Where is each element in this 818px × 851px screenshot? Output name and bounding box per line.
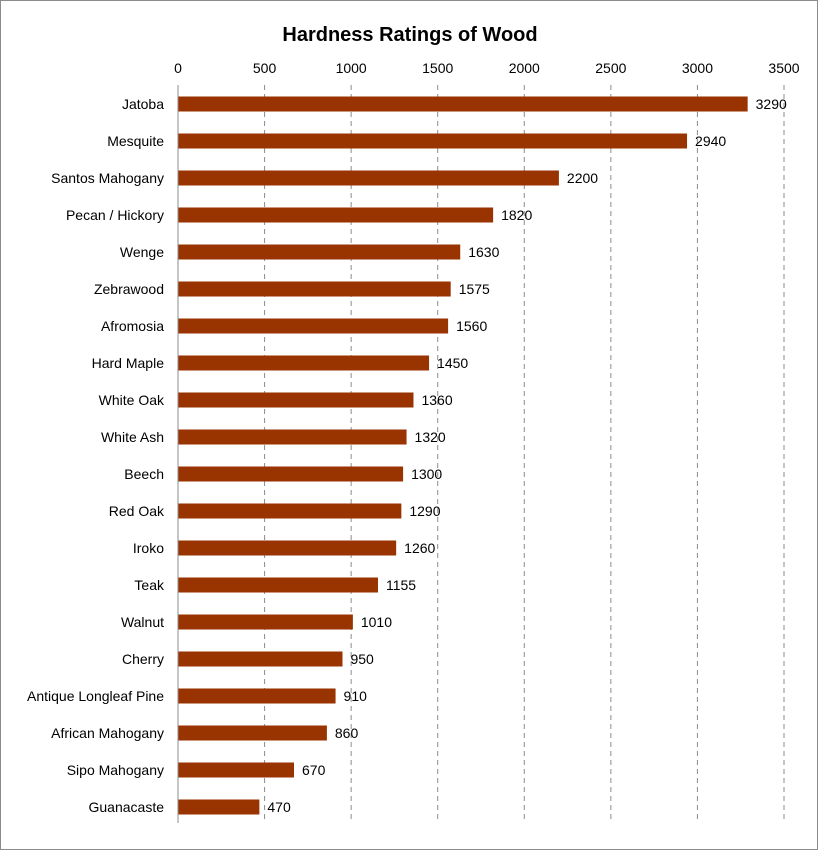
category-label: Iroko	[133, 540, 164, 556]
data-label: 2940	[695, 133, 726, 149]
category-label: Antique Longleaf Pine	[27, 688, 164, 704]
data-label: 950	[350, 651, 374, 667]
x-tick-label: 2500	[595, 60, 626, 76]
data-label: 1450	[437, 355, 468, 371]
bars	[178, 96, 748, 815]
bar	[178, 540, 397, 556]
x-tick-label: 500	[253, 60, 277, 76]
data-label: 470	[267, 799, 291, 815]
data-label: 1300	[411, 466, 442, 482]
data-label: 2200	[567, 170, 598, 186]
bar	[178, 725, 327, 741]
category-label: Wenge	[120, 244, 164, 260]
category-label: Teak	[134, 577, 165, 593]
data-label: 860	[335, 725, 359, 741]
data-label: 1260	[404, 540, 435, 556]
x-tick-label: 1000	[336, 60, 367, 76]
data-label: 1155	[386, 577, 416, 593]
x-tick-label: 2000	[509, 60, 540, 76]
bar	[178, 688, 336, 704]
category-label: African Mahogany	[51, 725, 164, 741]
bar	[178, 207, 494, 223]
data-label: 1320	[415, 429, 446, 445]
bar	[178, 762, 295, 778]
bar	[178, 651, 343, 667]
chart-title: Hardness Ratings of Wood	[282, 24, 537, 46]
data-label: 1820	[501, 207, 532, 223]
category-label: Sipo Mahogany	[67, 762, 164, 778]
bar	[178, 799, 260, 815]
category-label: Zebrawood	[94, 281, 164, 297]
category-label: Pecan / Hickory	[66, 207, 164, 223]
bar	[178, 392, 414, 408]
data-labels: 3290 2940 2200 1820 1630 1575 1560 1450 1360 1320…	[267, 96, 787, 815]
category-label: Red Oak	[109, 503, 165, 519]
category-label: White Oak	[99, 392, 165, 408]
category-label: Guanacaste	[89, 799, 165, 815]
category-label: Santos Mahogany	[51, 170, 164, 186]
data-label: 1575	[459, 281, 490, 297]
data-label: 1560	[456, 318, 487, 334]
category-label: Walnut	[121, 614, 164, 630]
data-label: 1360	[421, 392, 452, 408]
bar	[178, 281, 451, 297]
bar	[178, 466, 404, 482]
category-label: Jatoba	[122, 96, 164, 112]
category-labels: Jatoba Mesquite Santos Mahogany Pecan / Hic…	[27, 96, 165, 815]
gridlines	[264, 85, 785, 823]
x-tick-label: 0	[174, 60, 182, 76]
x-tick-label: 3500	[768, 60, 799, 76]
category-label: Cherry	[122, 651, 164, 667]
data-label: 670	[302, 762, 326, 778]
data-label: 1290	[409, 503, 440, 519]
category-label: Hard Maple	[92, 355, 165, 371]
bar	[178, 133, 688, 149]
bar	[178, 503, 402, 519]
bar	[178, 614, 353, 630]
bar	[178, 96, 748, 112]
x-tick-label: 1500	[422, 60, 453, 76]
data-label: 910	[344, 688, 368, 704]
category-label: White Ash	[101, 429, 164, 445]
bar	[178, 318, 449, 334]
data-label: 3290	[756, 96, 787, 112]
bar	[178, 577, 378, 593]
bar	[178, 429, 407, 445]
x-tick-label: 3000	[682, 60, 713, 76]
category-label: Mesquite	[107, 133, 164, 149]
x-axis-ticks: 0 500 1000 1500 2000 2500 3000 3500	[174, 60, 800, 76]
category-label: Afromosia	[101, 318, 164, 334]
data-label: 1630	[468, 244, 499, 260]
data-label: 1010	[361, 614, 392, 630]
bar	[178, 244, 461, 260]
bar	[178, 355, 430, 371]
category-label: Beech	[124, 466, 164, 482]
bar	[178, 170, 559, 186]
